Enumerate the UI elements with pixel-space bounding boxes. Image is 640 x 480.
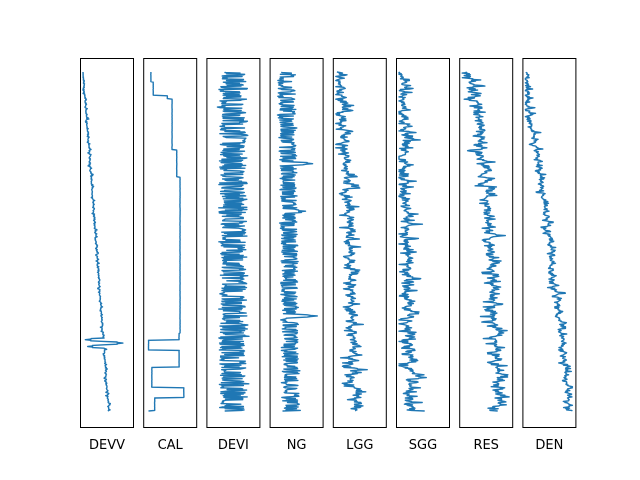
track-label-res: RES <box>473 438 499 453</box>
track-label-den: DEN <box>535 438 563 453</box>
log-curve-lgg <box>335 71 368 412</box>
log-curve-sgg <box>398 71 427 412</box>
track-frame-sgg <box>396 58 450 428</box>
track-frame-ng <box>269 58 324 428</box>
track-res: RES <box>459 58 514 453</box>
track-frame-devi <box>206 58 261 428</box>
track-devv: DEVV <box>80 58 134 453</box>
track-label-cal: CAL <box>158 438 184 453</box>
track-label-lgg: LGG <box>346 438 373 453</box>
track-label-ng: NG <box>287 438 307 453</box>
track-ng: NG <box>269 58 324 453</box>
track-frame-res <box>459 58 514 428</box>
track-frame-cal <box>143 58 198 428</box>
track-label-devi: DEVI <box>218 438 249 453</box>
track-frame-lgg <box>332 58 387 428</box>
log-curve-den <box>524 71 574 412</box>
track-lgg: LGG <box>332 58 387 453</box>
track-sgg: SGG <box>396 58 450 453</box>
log-curve-devv <box>82 71 124 412</box>
log-curve-devi <box>216 71 250 412</box>
track-den: DEN <box>522 58 577 453</box>
track-frame-devv <box>80 58 134 428</box>
log-curve-ng <box>276 71 318 412</box>
track-cal: CAL <box>143 58 198 453</box>
track-label-devv: DEVV <box>89 438 125 453</box>
track-devi: DEVI <box>206 58 261 453</box>
tracks-group: DEVV CAL DEVI NG LGG SGG RES DEN <box>80 58 577 453</box>
log-curve-cal <box>147 71 185 412</box>
track-frame-den <box>522 58 577 428</box>
track-label-sgg: SGG <box>409 438 437 453</box>
log-curve-res <box>461 71 510 412</box>
